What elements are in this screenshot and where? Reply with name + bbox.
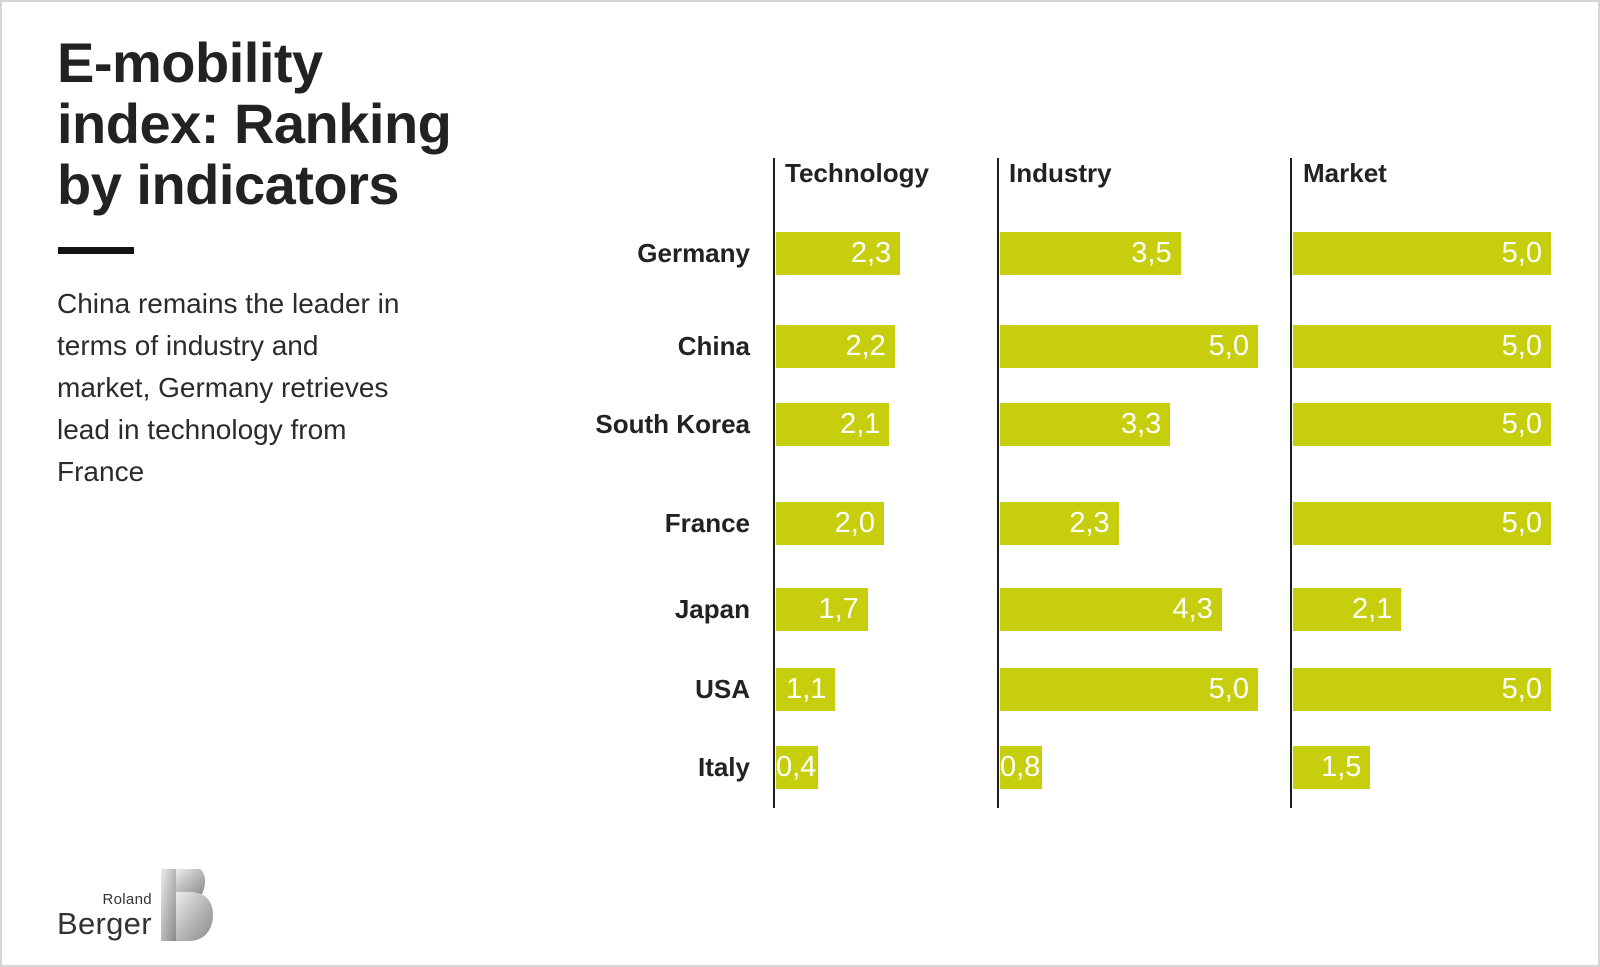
roland-berger-logo: Roland Berger (57, 869, 213, 946)
bar-value-label: 3,3 (1120, 408, 1162, 440)
bar-market-france: 5,0 (1293, 502, 1551, 545)
bar-value-label: 5,0 (1501, 408, 1542, 440)
bar-industry-japan: 4,3 (1000, 588, 1222, 631)
roland-berger-logo-text: Roland Berger (57, 892, 152, 946)
category-label-france: France (664, 508, 750, 538)
bar-value-label: 1,7 (818, 593, 859, 625)
bar-value-label: 2,1 (840, 408, 881, 440)
category-label-germany: Germany (637, 238, 750, 268)
bar-value-label: 5,0 (1208, 673, 1249, 705)
technology-axis-line (773, 158, 775, 808)
bar-value-label: 0,8 (1000, 751, 1041, 783)
bar-value-label: 2,3 (850, 237, 892, 269)
bar-market-china: 5,0 (1293, 325, 1551, 368)
bar-value-label: 1,1 (786, 673, 827, 705)
industry-axis-line (997, 158, 999, 808)
bar-industry-usa: 5,0 (1000, 668, 1258, 711)
bar-market-italy: 1,5 (1293, 746, 1371, 789)
bar-industry-germany: 3,5 (1000, 232, 1181, 275)
bar-value-label: 2,3 (1069, 507, 1110, 539)
bar-industry-china: 5,0 (1000, 325, 1258, 368)
bar-technology-south-korea: 2,1 (776, 403, 890, 446)
category-label-usa: USA (695, 674, 750, 704)
bar-technology-italy: 0,4 (776, 746, 818, 789)
panel-header-market: Market (1303, 158, 1387, 188)
bar-industry-france: 2,3 (1000, 502, 1119, 545)
panel-header-industry: Industry (1009, 158, 1112, 188)
logo-word-roland: Roland (102, 891, 152, 908)
bar-industry-italy: 0,8 (1000, 746, 1042, 789)
bar-value-label: 2,2 (845, 330, 886, 362)
bar-value-label: 0,4 (776, 751, 817, 783)
title-underline (58, 247, 134, 254)
category-label-south-korea: South Korea (595, 409, 750, 439)
bar-technology-germany: 2,3 (776, 232, 901, 275)
bar-value-label: 5,0 (1501, 330, 1542, 362)
bar-value-label: 3,5 (1131, 237, 1172, 269)
bar-value-label: 5,0 (1208, 330, 1249, 362)
panel-header-technology: Technology (785, 158, 929, 188)
bar-technology-france: 2,0 (776, 502, 884, 545)
bar-market-japan: 2,1 (1293, 588, 1402, 631)
bar-market-usa: 5,0 (1293, 668, 1551, 711)
bar-value-label: 1,5 (1321, 751, 1362, 783)
category-label-italy: Italy (697, 752, 750, 782)
bar-market-germany: 5,0 (1293, 232, 1551, 275)
bar-value-label: 4,3 (1172, 593, 1213, 625)
bar-value-label: 5,0 (1501, 673, 1542, 705)
bar-technology-japan: 1,7 (776, 588, 868, 631)
bar-technology-china: 2,2 (776, 325, 895, 368)
logo-word-berger: Berger (57, 906, 152, 941)
bar-value-label: 5,0 (1501, 507, 1542, 539)
market-axis-line (1290, 158, 1292, 808)
bar-market-south-korea: 5,0 (1293, 403, 1551, 446)
bar-value-label: 2,0 (834, 507, 875, 539)
roland-berger-b-icon (160, 869, 213, 946)
subtitle: China remains the leader in terms of ind… (57, 288, 400, 487)
bar-technology-usa: 1,1 (776, 668, 836, 711)
bar-value-label: 2,1 (1352, 593, 1393, 625)
page-title: E-mobility index: Ranking by indicators (57, 31, 452, 216)
category-label-china: China (677, 331, 750, 361)
category-label-japan: Japan (674, 594, 750, 624)
bar-industry-south-korea: 3,3 (1000, 403, 1171, 446)
bar-value-label: 5,0 (1501, 237, 1542, 269)
